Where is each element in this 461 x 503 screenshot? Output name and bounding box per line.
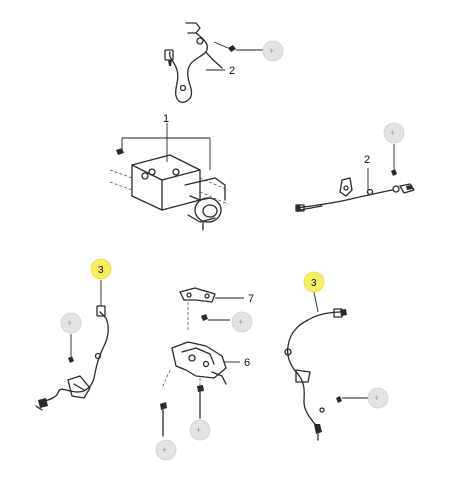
front-wheel-speed-sensor — [164, 22, 236, 103]
placeholder-bubble: + — [189, 419, 211, 441]
highlight-bubble-right: 3 — [303, 271, 325, 293]
callout-label: 6 — [244, 357, 250, 369]
placeholder-bubble: + — [367, 387, 389, 409]
svg-text:+: + — [238, 317, 243, 327]
placeholder-bubble: + — [262, 40, 284, 62]
svg-text:3: 3 — [311, 278, 317, 289]
rear-wheel-speed-sensor — [295, 144, 415, 212]
placeholder-bubble: + — [383, 122, 405, 144]
sensor-bracket-lower — [160, 341, 227, 437]
highlight-bubble-left: 3 — [90, 258, 112, 280]
sensor-bracket-upper — [179, 287, 230, 330]
svg-text:+: + — [67, 318, 72, 328]
svg-text:3: 3 — [98, 265, 104, 276]
svg-text:+: + — [390, 128, 395, 138]
callout-label: 7 — [248, 293, 254, 305]
callout-label: 1 — [163, 113, 169, 125]
svg-text:+: + — [196, 425, 201, 435]
svg-text:+: + — [162, 445, 167, 455]
front-right-wheel-speed-sensor — [284, 308, 368, 441]
callout-label: 2 — [229, 65, 235, 77]
placeholder-bubble: + — [60, 312, 82, 334]
leader-right-3 — [313, 291, 319, 313]
callout-label: 2 — [364, 154, 370, 166]
placeholder-bubble: + — [155, 439, 177, 461]
svg-text:+: + — [374, 393, 379, 403]
placeholder-bubble: + — [231, 311, 253, 333]
abs-hydraulic-module — [109, 123, 229, 231]
svg-text:+: + — [269, 46, 274, 56]
